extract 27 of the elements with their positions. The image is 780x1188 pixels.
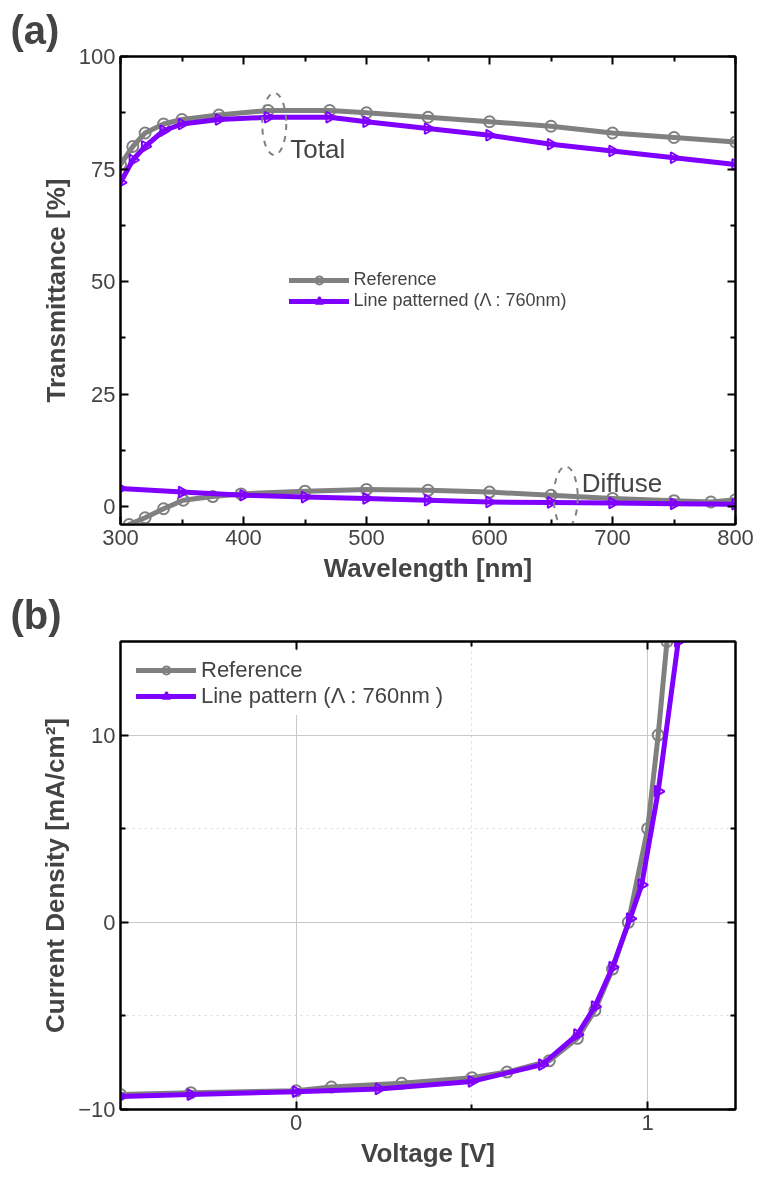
x-tick-label: 1 <box>641 1109 654 1135</box>
y-tick-label: 50 <box>91 269 116 294</box>
legend-label: Reference <box>353 269 437 290</box>
y-tick-label: 75 <box>91 156 116 182</box>
x-tick-label: 400 <box>225 524 262 550</box>
y-tick-label: 0 <box>103 909 116 935</box>
y-axis-title: Current Density [mA/cm²] <box>40 718 71 1033</box>
annotation: Diffuse <box>581 467 663 498</box>
annotation: Total <box>290 134 346 164</box>
legend-label: Reference <box>201 657 303 683</box>
x-tick-label: 800 <box>717 524 754 550</box>
legend-label: Line pattern (Λ : 760nm ) <box>201 683 444 709</box>
x-tick-label: 600 <box>471 524 508 550</box>
y-tick-label: 25 <box>91 381 116 407</box>
y-tick-label: 0 <box>103 494 116 519</box>
x-tick-label: 300 <box>102 524 139 550</box>
y-axis-title: Transmittance [%] <box>40 178 71 403</box>
x-axis-title: Wavelength [nm] <box>323 552 533 583</box>
legend-label: Line patterned (Λ : 760nm) <box>353 290 567 311</box>
chart-title: (b) <box>10 592 62 637</box>
x-axis-title: Voltage [V] <box>361 1137 495 1168</box>
chart-title: (a) <box>10 7 60 52</box>
x-tick-label: 500 <box>348 524 385 550</box>
y-tick-label: 10 <box>91 722 116 748</box>
y-tick-label: −10 <box>78 1097 116 1122</box>
x-tick-label: 700 <box>594 524 631 550</box>
y-tick-label: 100 <box>78 44 116 69</box>
